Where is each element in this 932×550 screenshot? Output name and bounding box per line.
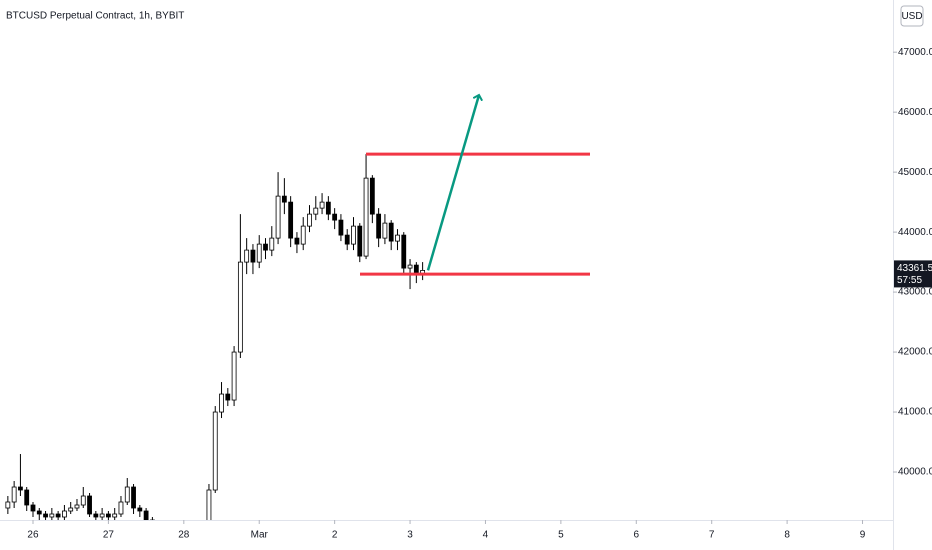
candle-body: [332, 213, 338, 221]
x-tick-label: 28: [178, 530, 190, 541]
y-tick-label: 47000.0: [898, 47, 932, 58]
candle-body: [99, 513, 105, 518]
countdown: 57:55: [897, 275, 922, 286]
candle-body: [68, 507, 74, 512]
candle-body: [288, 201, 294, 239]
candle-body: [62, 510, 67, 518]
currency-button[interactable]: [900, 5, 924, 27]
candle-body: [112, 513, 118, 518]
candle-body: [388, 222, 394, 242]
candle-body: [250, 249, 256, 263]
candle-body: [307, 213, 312, 227]
x-tick-label: 7: [709, 530, 715, 541]
candle-body: [357, 225, 363, 257]
x-tick-label: 4: [483, 530, 489, 541]
arrow: [426, 95, 479, 271]
candle-body: [376, 213, 382, 239]
y-tick-label: 45000.0: [898, 167, 932, 178]
candle-body: [338, 219, 344, 236]
candle-body: [369, 177, 375, 215]
y-tick-label: 41000.0: [898, 407, 932, 418]
candle-body: [212, 411, 218, 491]
candle-body: [36, 510, 42, 515]
candle-body: [163, 529, 167, 532]
candle-body: [143, 510, 149, 520]
x-tick-label: 26: [27, 530, 39, 541]
x-tick-label: 5: [558, 530, 564, 541]
last-price-box: [894, 260, 932, 288]
x-tick-label: 2: [332, 530, 338, 541]
currency[interactable]: USD: [901, 11, 922, 22]
y-tick-label: 40000.0: [898, 467, 932, 478]
candle-body: [325, 201, 331, 215]
candle-body: [244, 249, 250, 263]
candle-body: [231, 351, 237, 401]
candle-body: [80, 495, 86, 506]
last-price: 43361.557:55: [894, 260, 932, 288]
x-tick-label: 6: [634, 530, 640, 541]
y-tick-label: 44000.0: [898, 227, 932, 238]
x-tick-label: 8: [784, 530, 790, 541]
candle-body: [49, 513, 55, 518]
candle-body: [300, 225, 306, 245]
candle-body: [382, 222, 388, 239]
candle-body: [131, 486, 136, 509]
candle-body: [30, 504, 36, 512]
candle-body: [5, 501, 11, 509]
candle-body: [157, 526, 161, 529]
chart-title: BTCUSD Perpetual Contract, 1h, BYBIT: [6, 11, 184, 22]
candle-body: [294, 237, 300, 245]
x-tick-label: 9: [860, 530, 866, 541]
candle-body: [18, 486, 23, 491]
x-tick-label: 3: [407, 530, 413, 541]
candle-body: [351, 225, 356, 245]
candle-body: [169, 532, 173, 535]
candle-body: [194, 529, 198, 532]
candle-body: [106, 513, 111, 518]
last-price: 43361.5: [897, 263, 932, 274]
candle-body: [55, 513, 61, 518]
candle-body: [219, 393, 224, 413]
candle-body: [363, 177, 369, 257]
candle-body: [206, 489, 212, 520]
candle-body: [93, 513, 99, 518]
candle-body: [137, 507, 143, 512]
candle-body: [237, 261, 243, 353]
candle-body: [269, 237, 275, 251]
candle-body: [74, 504, 80, 509]
candle-body: [225, 393, 231, 401]
candle-body: [313, 207, 319, 215]
y-tick-label: 42000.0: [898, 347, 932, 358]
candle-body: [319, 201, 325, 209]
candle-body: [256, 243, 262, 263]
candle-body: [124, 486, 130, 503]
candle-body: [344, 234, 350, 245]
x-tick-label: Mar: [251, 530, 269, 541]
x-tick-label: 27: [103, 530, 115, 541]
candle-body: [401, 234, 407, 269]
plot-area: [5, 95, 590, 535]
candle-body: [11, 486, 17, 503]
candle-body: [281, 195, 287, 203]
candle-body: [24, 489, 30, 506]
candle-body: [201, 526, 205, 529]
y-tick-label: 46000.0: [898, 107, 932, 118]
candle-body: [275, 195, 281, 239]
candle-body: [87, 495, 92, 515]
candle-body: [395, 234, 400, 242]
y-tick-label: 43000.0: [898, 287, 932, 298]
candle-body: [43, 513, 48, 518]
candle-body: [407, 264, 413, 269]
candle-body: [118, 501, 124, 515]
axes: 40000.0 41000.0 42000.0 43000.0 44000.0 45000…: [27, 47, 932, 541]
candle-body: [263, 243, 268, 251]
